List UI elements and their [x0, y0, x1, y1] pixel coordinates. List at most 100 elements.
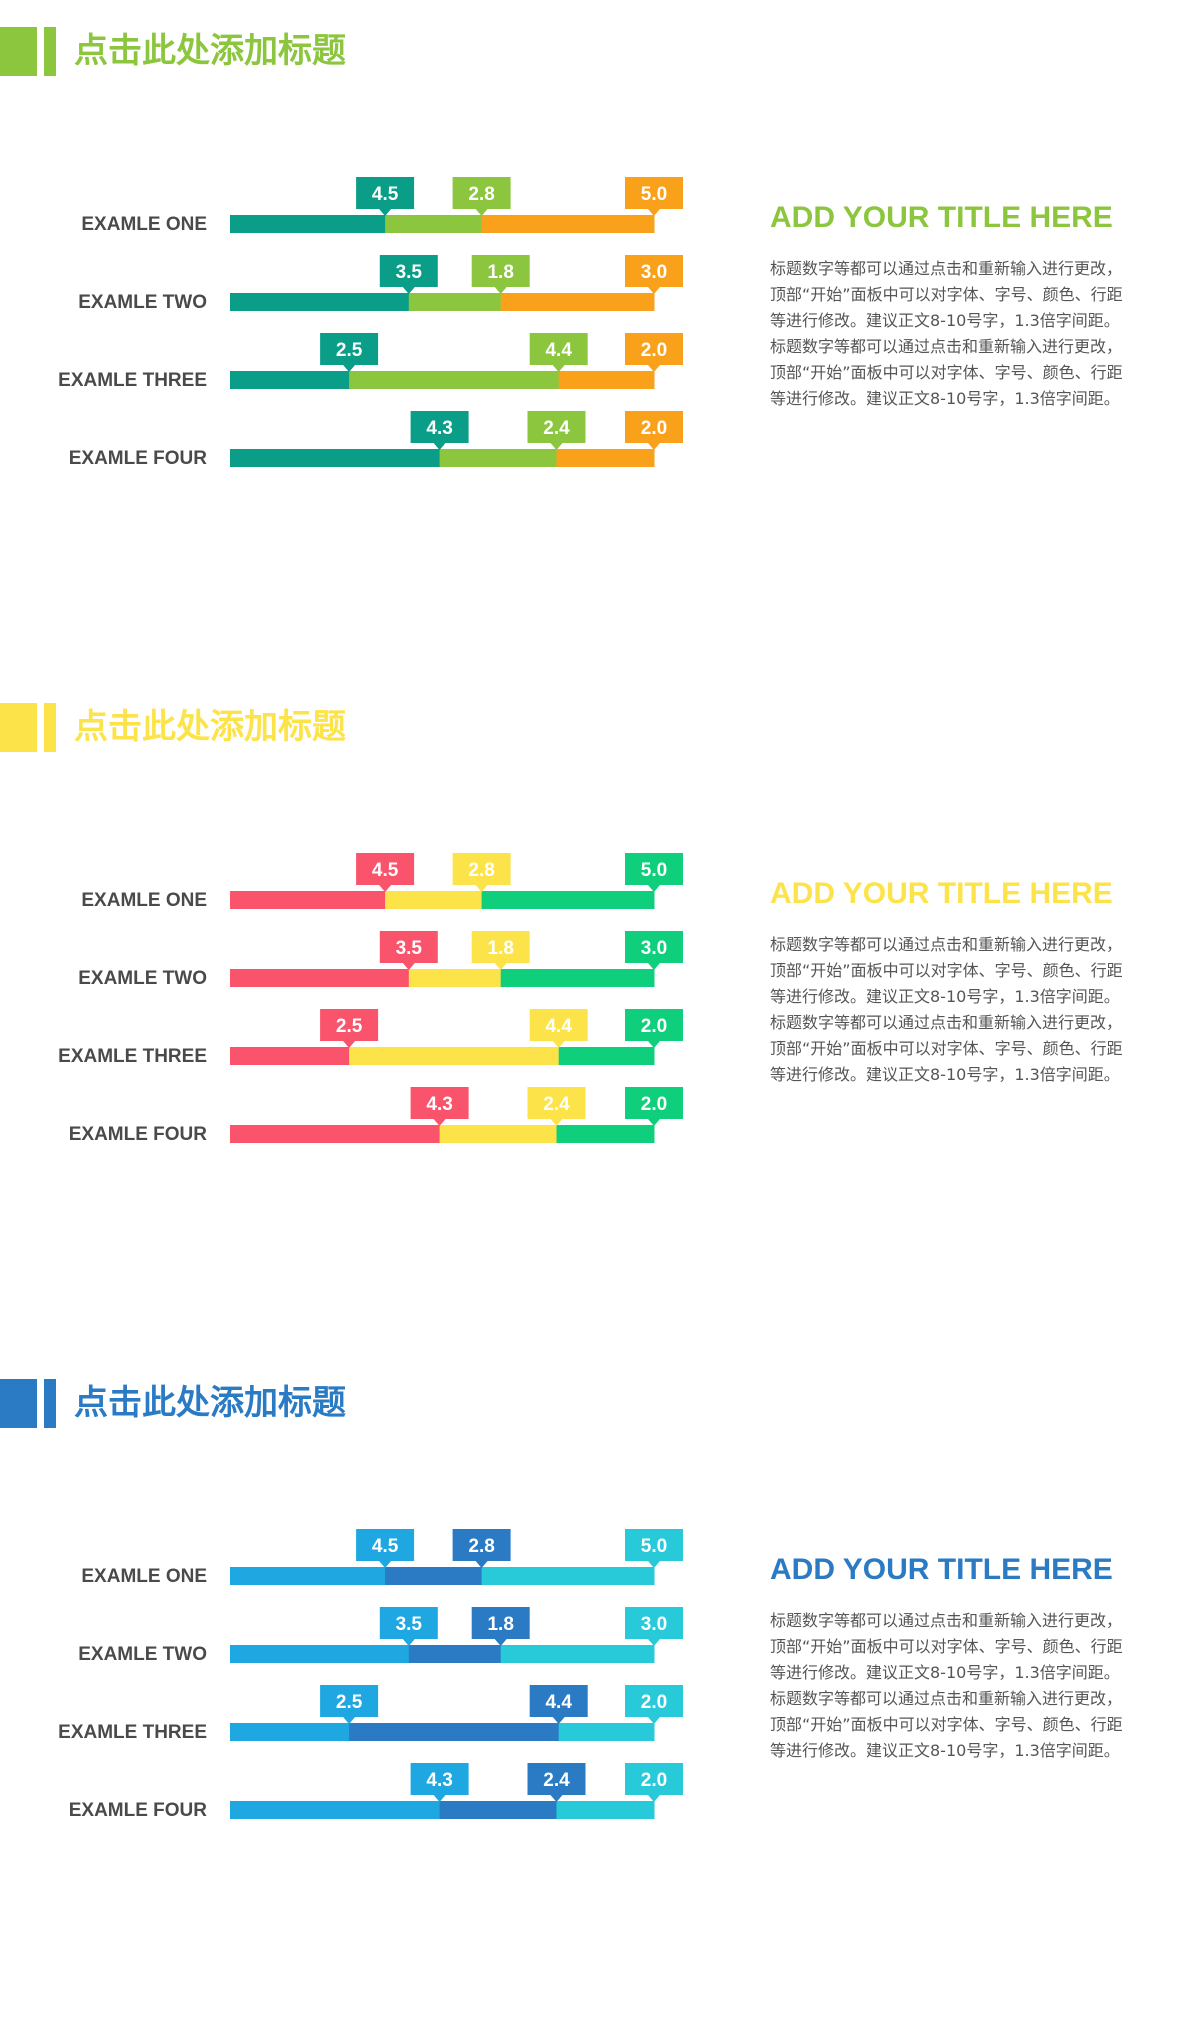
- bar-segment: [230, 891, 386, 909]
- callout-pointer: [648, 1639, 660, 1646]
- callout-box: [527, 1763, 586, 1795]
- bar-segment: [500, 969, 655, 987]
- value-label: 4.4: [545, 340, 572, 361]
- value-callout: 2.0: [625, 1763, 683, 1802]
- bar-segment: [230, 293, 410, 311]
- value-callout: 4.3: [410, 1087, 469, 1126]
- callout-box: [625, 931, 683, 963]
- bar-segment: [385, 215, 483, 233]
- callout-pointer: [402, 963, 415, 970]
- callout-box: [625, 853, 683, 885]
- bar-segment: [481, 215, 655, 233]
- value-callout: 5.0: [625, 177, 683, 216]
- section-title: 点击此处添加标题: [74, 31, 346, 71]
- header-accent-stripe: [44, 27, 56, 76]
- value-callout: 1.8: [471, 255, 530, 294]
- value-label: 2.4: [543, 1094, 570, 1115]
- value-label: 2.8: [468, 184, 494, 205]
- value-callout: 2.0: [625, 411, 683, 450]
- callout-box: [471, 931, 530, 963]
- value-label: 2.0: [641, 1692, 667, 1713]
- category-label: EXAMLE THREE: [58, 370, 207, 391]
- callout-pointer: [379, 209, 392, 216]
- value-label: 4.5: [372, 184, 399, 205]
- callout-pointer: [343, 365, 356, 372]
- callout-pointer: [379, 1561, 392, 1568]
- callout-pointer: [475, 885, 488, 892]
- bar-segment: [558, 371, 655, 389]
- value-label: 2.0: [641, 1094, 667, 1115]
- callout-pointer: [648, 885, 660, 892]
- bar-segment: [230, 1645, 410, 1663]
- value-callout: 3.5: [379, 255, 438, 294]
- callout-box: [625, 1685, 683, 1717]
- value-label: 4.4: [545, 1016, 572, 1037]
- category-label: EXAMLE THREE: [58, 1722, 207, 1743]
- header-accent-block: [0, 703, 37, 752]
- value-label: 5.0: [641, 860, 667, 881]
- callout-pointer: [648, 1795, 660, 1802]
- value-callout: 2.8: [452, 177, 511, 216]
- bar-segment: [439, 449, 558, 467]
- callout-box: [529, 1685, 588, 1717]
- callout-pointer: [475, 1561, 488, 1568]
- callout-box: [625, 177, 683, 209]
- value-callout: 2.0: [625, 333, 683, 372]
- callout-pointer: [648, 1561, 660, 1568]
- value-label: 4.4: [545, 1692, 572, 1713]
- value-callout: 2.8: [452, 853, 511, 892]
- callout-pointer: [648, 287, 660, 294]
- callout-pointer: [648, 209, 660, 216]
- side-description: 标题数字等都可以通过点击和重新输入进行更改，顶部“开始”面板中可以对字体、字号、…: [770, 1611, 1123, 1760]
- callout-box: [529, 333, 588, 365]
- callout-box: [625, 1009, 683, 1041]
- callout-pointer: [552, 1717, 565, 1724]
- value-label: 4.3: [426, 418, 452, 439]
- side-description: 标题数字等都可以通过点击和重新输入进行更改，顶部“开始”面板中可以对字体、字号、…: [770, 935, 1123, 1084]
- value-callout: 3.5: [379, 931, 438, 970]
- value-label: 3.0: [641, 938, 667, 959]
- callout-pointer: [648, 1119, 660, 1126]
- category-label: EXAMLE ONE: [81, 890, 207, 911]
- header-accent-block: [0, 1379, 37, 1428]
- value-label: 2.0: [641, 418, 667, 439]
- value-label: 3.0: [641, 1614, 667, 1635]
- callout-box: [379, 1607, 438, 1639]
- bar-segment: [408, 293, 502, 311]
- header-accent-block: [0, 27, 37, 76]
- bar-segment: [230, 1125, 441, 1143]
- side-title: ADD YOUR TITLE HERE: [770, 201, 1113, 234]
- callout-pointer: [494, 963, 507, 970]
- callout-box: [625, 1087, 683, 1119]
- callout-box: [625, 411, 683, 443]
- value-callout: 1.8: [471, 931, 530, 970]
- value-callout: 4.5: [356, 177, 415, 216]
- callout-pointer: [433, 1119, 446, 1126]
- callout-box: [379, 255, 438, 287]
- value-callout: 2.4: [527, 1763, 586, 1802]
- value-label: 3.5: [396, 262, 423, 283]
- callout-pointer: [433, 443, 446, 450]
- callout-box: [410, 1763, 469, 1795]
- chart-section: 点击此处添加标题 EXAMLE ONE 4.5 2.8 5.0 EXAMLE TWO 3.…: [0, 1352, 1200, 2028]
- category-label: EXAMLE THREE: [58, 1046, 207, 1067]
- category-label: EXAMLE FOUR: [69, 1124, 208, 1145]
- value-label: 2.8: [468, 1536, 494, 1557]
- bar-segment: [556, 1125, 655, 1143]
- value-label: 3.0: [641, 262, 667, 283]
- value-label: 2.5: [336, 340, 363, 361]
- callout-pointer: [343, 1717, 356, 1724]
- value-callout: 2.5: [320, 1685, 379, 1724]
- bar-segment: [500, 293, 655, 311]
- callout-box: [625, 333, 683, 365]
- bar-segment: [500, 1645, 655, 1663]
- callout-pointer: [343, 1041, 356, 1048]
- value-callout: 4.3: [410, 1763, 469, 1802]
- callout-box: [356, 853, 415, 885]
- value-label: 5.0: [641, 1536, 667, 1557]
- callout-box: [410, 1087, 469, 1119]
- callout-pointer: [550, 1795, 563, 1802]
- value-label: 5.0: [641, 184, 667, 205]
- bar-segment: [385, 1567, 483, 1585]
- value-label: 3.5: [396, 1614, 423, 1635]
